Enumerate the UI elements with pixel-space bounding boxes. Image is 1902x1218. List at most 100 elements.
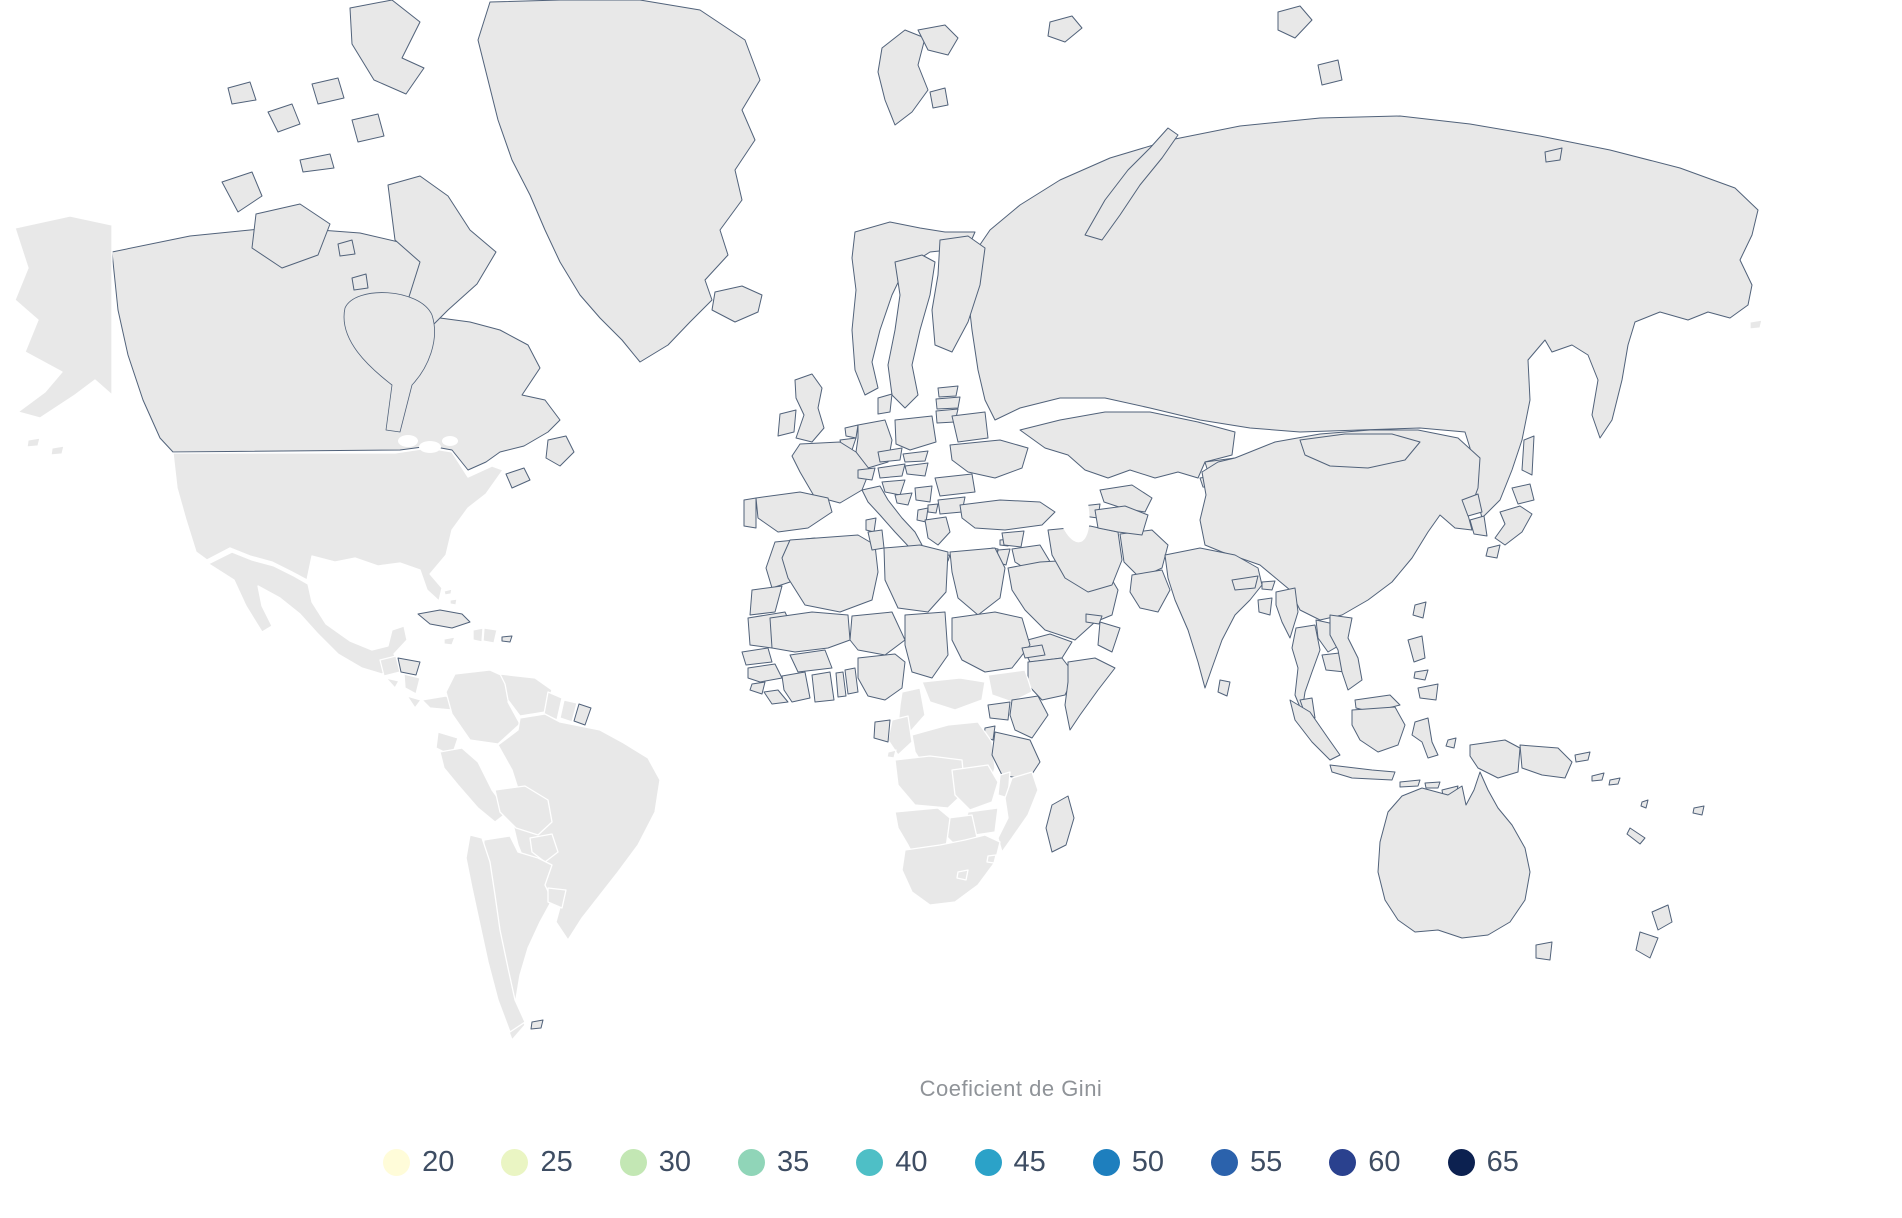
- country-solomon-islands[interactable]: [1591, 772, 1605, 782]
- country-croatia[interactable]: [881, 479, 906, 496]
- country-new-zealand-south[interactable]: [1635, 931, 1659, 959]
- country-canada-newfoundland[interactable]: [545, 435, 575, 467]
- country-jamaica[interactable]: [443, 636, 456, 646]
- country-norway-svalbard[interactable]: [877, 29, 929, 126]
- country-serbia[interactable]: [914, 485, 933, 503]
- country-south-sudan[interactable]: [987, 669, 1033, 703]
- country-norway-svalbard[interactable]: [917, 24, 959, 56]
- country-kazakhstan[interactable]: [1019, 411, 1236, 479]
- country-netherlands[interactable]: [844, 424, 859, 439]
- country-canada-arctic-island[interactable]: [351, 273, 369, 291]
- country-bhutan[interactable]: [1261, 580, 1276, 591]
- country-algeria[interactable]: [781, 534, 879, 613]
- country-russia-severnaya[interactable]: [1317, 59, 1343, 86]
- country-turkey[interactable]: [959, 499, 1056, 531]
- country-russia-sakhalin[interactable]: [1521, 435, 1535, 476]
- country-russia[interactable]: [967, 115, 1759, 519]
- country-costa-rica[interactable]: [406, 695, 422, 709]
- country-indonesia-west-papua[interactable]: [1469, 739, 1521, 779]
- country-ukraine[interactable]: [949, 439, 1029, 479]
- country-usa-diomede[interactable]: [1749, 319, 1763, 330]
- country-norway-svalbard[interactable]: [929, 87, 949, 109]
- country-mozambique[interactable]: [997, 771, 1039, 853]
- country-ghana[interactable]: [811, 671, 835, 703]
- country-bahamas[interactable]: [443, 588, 453, 596]
- country-falkland-islands[interactable]: [530, 1019, 544, 1030]
- country-papua-new-guinea-new-britain[interactable]: [1574, 751, 1591, 763]
- country-cuba[interactable]: [417, 609, 471, 629]
- country-mali[interactable]: [769, 611, 851, 653]
- country-belarus[interactable]: [951, 411, 989, 443]
- country-canada-victoria-island[interactable]: [251, 203, 331, 269]
- country-kenya[interactable]: [1009, 695, 1049, 739]
- country-burkina-faso[interactable]: [789, 649, 833, 673]
- country-zambia[interactable]: [951, 764, 999, 811]
- country-uae[interactable]: [1085, 613, 1103, 625]
- country-indonesia-kalimantan[interactable]: [1351, 706, 1406, 753]
- country-nigeria[interactable]: [857, 653, 906, 701]
- country-nicaragua[interactable]: [403, 673, 421, 695]
- country-french-guiana[interactable]: [573, 703, 592, 726]
- country-guatemala[interactable]: [379, 655, 401, 677]
- country-czechia[interactable]: [877, 447, 903, 463]
- country-united-kingdom[interactable]: [794, 373, 825, 443]
- country-myanmar[interactable]: [1275, 587, 1299, 639]
- country-lesotho[interactable]: [956, 869, 969, 881]
- country-guinea[interactable]: [747, 663, 783, 683]
- country-sudan[interactable]: [951, 611, 1031, 673]
- country-puerto-rico[interactable]: [501, 635, 513, 643]
- country-indonesia-sulawesi[interactable]: [1411, 717, 1439, 759]
- country-papua-new-guinea[interactable]: [1519, 744, 1573, 779]
- country-ireland[interactable]: [777, 409, 797, 437]
- country-canada-nova-scotia[interactable]: [505, 467, 531, 489]
- country-new-zealand-north[interactable]: [1651, 904, 1673, 931]
- country-liberia[interactable]: [763, 689, 789, 705]
- country-india[interactable]: [1164, 547, 1263, 689]
- country-eswatini[interactable]: [986, 854, 997, 864]
- country-eritrea[interactable]: [1021, 644, 1046, 659]
- country-poland[interactable]: [894, 415, 937, 451]
- country-cote-divoire[interactable]: [781, 671, 811, 703]
- country-canada-arctic-island[interactable]: [299, 153, 335, 173]
- country-niger[interactable]: [849, 611, 906, 656]
- country-greenland[interactable]: [477, 0, 761, 363]
- country-philippines-visayas[interactable]: [1413, 669, 1429, 681]
- country-western-sahara[interactable]: [749, 585, 783, 616]
- country-romania[interactable]: [934, 473, 976, 497]
- country-greece[interactable]: [924, 516, 951, 546]
- country-central-african-republic[interactable]: [921, 677, 986, 711]
- country-usa-aleutians[interactable]: [26, 437, 41, 448]
- country-bosnia[interactable]: [894, 492, 913, 506]
- country-mongolia[interactable]: [1299, 433, 1421, 469]
- country-japan-hokkaido[interactable]: [1511, 483, 1535, 505]
- country-sri-lanka[interactable]: [1217, 679, 1231, 697]
- country-uruguay[interactable]: [547, 887, 567, 909]
- country-uganda[interactable]: [987, 701, 1011, 721]
- country-pakistan[interactable]: [1129, 569, 1171, 613]
- country-bahamas[interactable]: [449, 598, 458, 606]
- country-indonesia-lesser-sunda[interactable]: [1424, 781, 1441, 789]
- country-el-salvador[interactable]: [385, 677, 400, 689]
- country-syria[interactable]: [1001, 530, 1025, 548]
- country-estonia[interactable]: [937, 385, 959, 398]
- country-south-africa[interactable]: [901, 834, 1001, 906]
- country-indonesia-java[interactable]: [1329, 764, 1396, 781]
- country-usa[interactable]: [172, 447, 504, 602]
- country-italy-sardinia[interactable]: [865, 517, 877, 533]
- country-japan-honshu[interactable]: [1494, 505, 1533, 546]
- country-indonesia-maluku[interactable]: [1445, 737, 1457, 749]
- country-vietnam[interactable]: [1329, 614, 1363, 691]
- country-fiji[interactable]: [1692, 805, 1705, 816]
- country-australia[interactable]: [1377, 771, 1531, 939]
- country-portugal[interactable]: [743, 497, 757, 529]
- country-slovakia[interactable]: [902, 450, 929, 463]
- country-south-korea[interactable]: [1469, 515, 1488, 537]
- country-russia-severnaya[interactable]: [1277, 5, 1313, 39]
- country-japan-kyushu[interactable]: [1485, 544, 1501, 559]
- country-russia-franz-josef[interactable]: [1047, 15, 1083, 43]
- country-usa-aleutians[interactable]: [50, 445, 65, 456]
- country-china[interactable]: [1199, 429, 1481, 621]
- map-canvas[interactable]: [0, 0, 1902, 1070]
- country-canada-arctic-island[interactable]: [337, 239, 356, 257]
- country-gabon[interactable]: [873, 719, 891, 743]
